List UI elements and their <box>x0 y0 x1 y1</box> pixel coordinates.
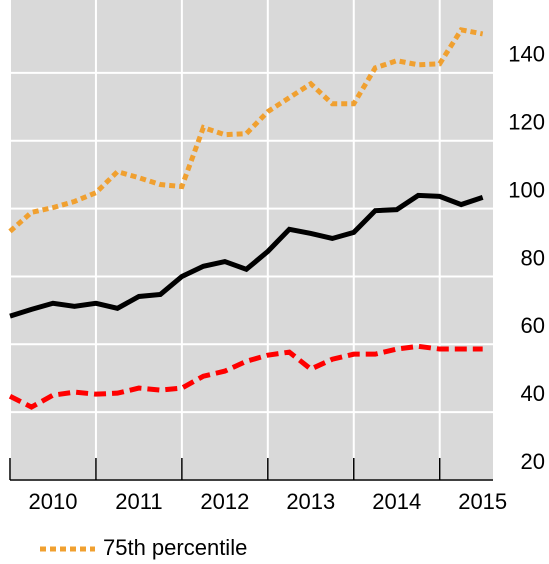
plot-area <box>10 0 493 480</box>
legend-label: 75th percentile <box>103 535 247 560</box>
series-line <box>8 343 483 410</box>
y-tick-label: 20 <box>521 449 545 474</box>
x-tick-label: 2013 <box>286 489 335 514</box>
x-tick-label: 2010 <box>28 489 77 514</box>
y-tick-label: 100 <box>508 177 545 202</box>
y-tick-label: 140 <box>508 42 545 67</box>
y-tick-label: 40 <box>521 381 545 406</box>
y-tick-label: 80 <box>521 245 545 270</box>
x-tick-label: 2015 <box>458 489 507 514</box>
y-tick-label: 60 <box>521 313 545 338</box>
x-tick-label: 2014 <box>372 489 421 514</box>
x-tick-label: 2012 <box>200 489 249 514</box>
y-tick-label: 120 <box>508 110 545 135</box>
x-tick-label: 2011 <box>115 489 162 514</box>
series-line <box>8 27 484 234</box>
series-line <box>9 192 484 319</box>
